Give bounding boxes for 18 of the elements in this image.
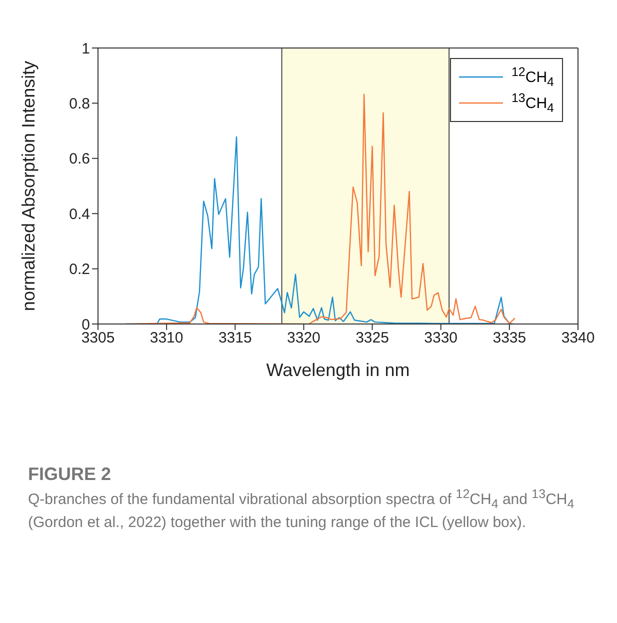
x-tick-label: 3310 [150,330,184,347]
y-tick-label: 1 [82,40,90,58]
x-tick-label: 3335 [492,330,526,347]
x-tick-label: 3315 [218,330,252,347]
y-tick-label: 0.8 [69,96,90,113]
x-axis-title: Wavelength in nm [266,360,410,380]
y-tick-label: 0.4 [69,206,90,223]
y-tick-label: 0.6 [69,150,90,168]
x-tick-label: 3320 [287,330,320,347]
x-tick-label: 3325 [356,330,389,347]
x-tick-label: 3330 [424,330,458,347]
x-tick-label: 3340 [561,330,595,347]
text: Q-branches of the fundamental vibrational absorption spectra of $^{12}$CH$_{4}$ and $^{13}$CH$_{4}$ (Gordon et al., 2022) together with the tuning range of the ICL (yellow box). [28,487,574,532]
legend-label: $^{13}$CH$_{4}$ [511,91,554,115]
y-tick-label: 0.2 [69,261,90,278]
y-axis-title: normalized Absorption Intensity [18,60,38,312]
text: FIGURE 2 [28,463,112,486]
legend-label: $^{12}$CH$_{4}$ [511,65,554,89]
